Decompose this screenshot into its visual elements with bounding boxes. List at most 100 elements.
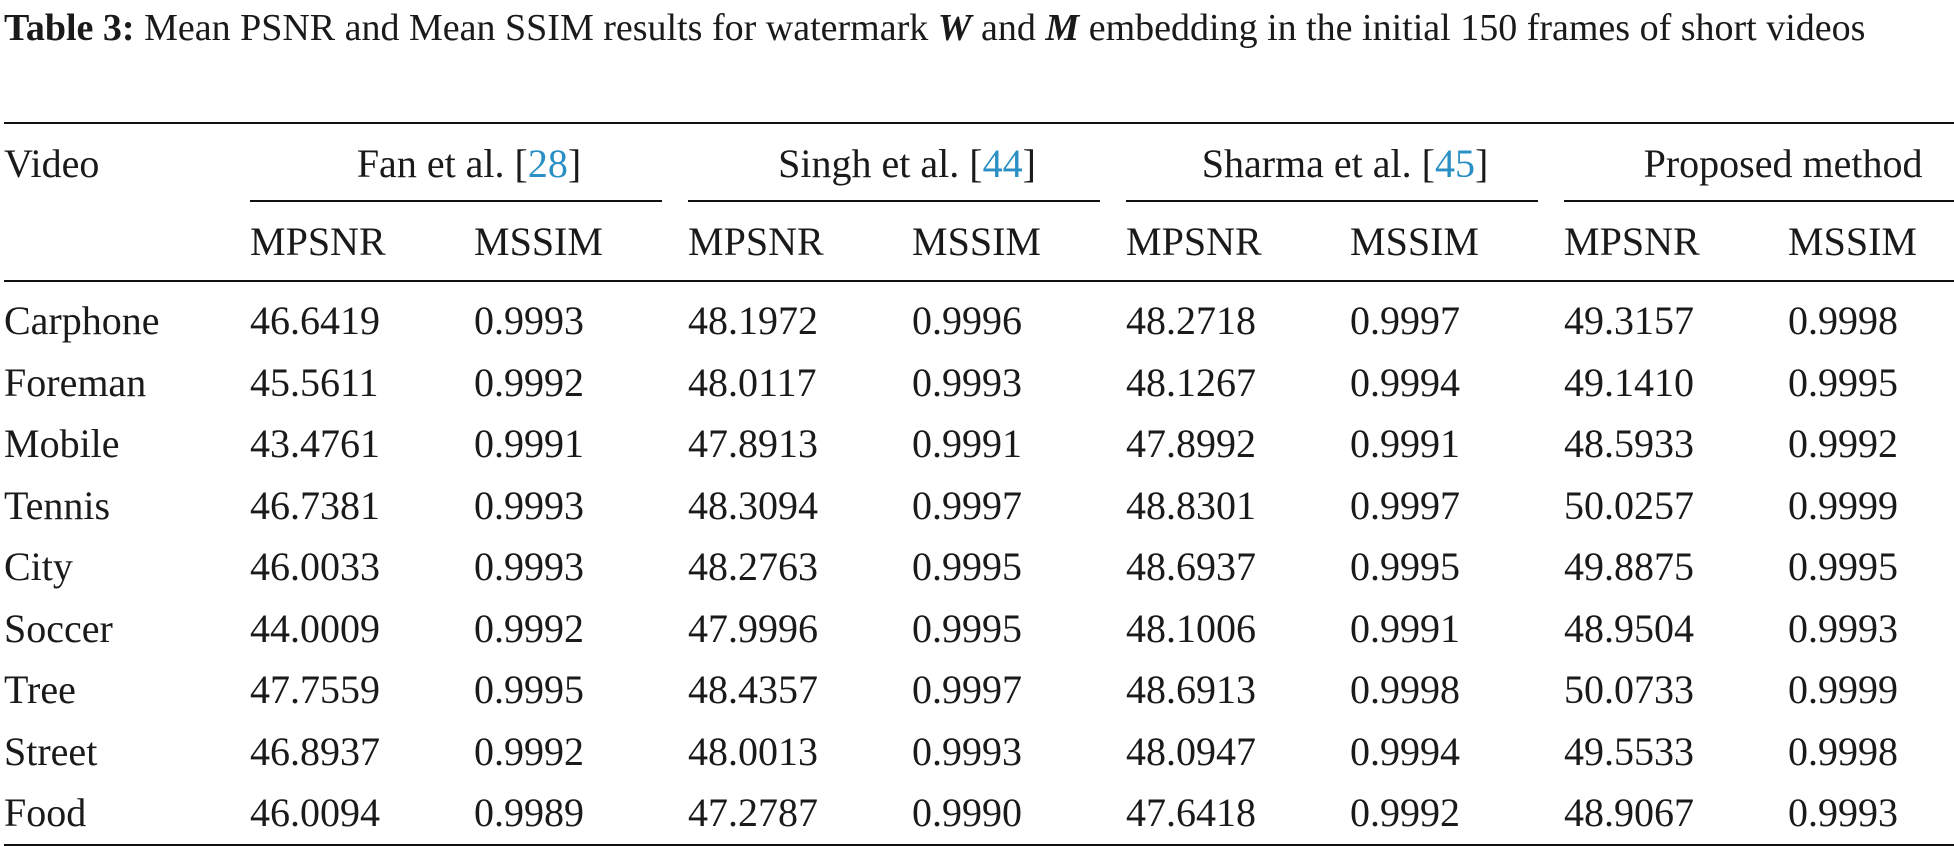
value-cell: 0.9998 xyxy=(1788,298,1899,344)
subheader-cell: MSSIM xyxy=(912,202,1127,282)
subheader-cell: MPSNR xyxy=(250,202,474,282)
value-cell: 0.9992 xyxy=(1350,782,1565,846)
table-row: Mobile 43.4761 0.9991 47.8913 0.9991 47.8992 0… xyxy=(4,413,1954,475)
value-cell: 47.6418 xyxy=(1126,782,1351,846)
value-cell: 45.5611 xyxy=(250,359,379,405)
video-name-cell: Tennis xyxy=(4,482,111,528)
value-cell: 0.9998 xyxy=(1350,667,1461,713)
value-cell: 0.9991 xyxy=(474,421,584,467)
value-cell: 0.9997 xyxy=(1350,298,1461,344)
subheader-cell: MPSNR xyxy=(688,202,913,282)
value-cell: 47.9996 xyxy=(688,605,819,651)
value-cell: 0.9995 xyxy=(1350,544,1461,590)
value-cell: 0.9995 xyxy=(912,544,1023,590)
value-cell: 48.2763 xyxy=(688,544,819,590)
value-cell: 46.8937 xyxy=(250,728,380,774)
subheader-cell: MPSNR xyxy=(1126,202,1351,282)
citation-link[interactable]: 28 xyxy=(527,140,568,186)
value-cell: 48.1006 xyxy=(1126,605,1257,651)
results-table: Video Fan et al. [28] Singh et al. [44] … xyxy=(4,122,1954,846)
table-row: Food 46.0094 0.9989 47.2787 0.9990 47.6418 0.9… xyxy=(4,782,1954,846)
video-name-cell: Street xyxy=(4,728,98,774)
value-cell: 0.9991 xyxy=(1350,421,1461,467)
subheader-cell: MPSNR xyxy=(1564,202,1789,282)
caption-symbol-m: M xyxy=(1045,7,1080,49)
value-cell: 46.0033 xyxy=(250,544,380,590)
video-name-cell: Soccer xyxy=(4,605,113,651)
caption-text-and: and xyxy=(981,7,1036,49)
caption-label: Table 3: xyxy=(4,7,135,49)
value-cell: 49.3157 xyxy=(1564,298,1695,344)
value-cell: 0.9999 xyxy=(1788,482,1899,528)
value-cell: 0.9993 xyxy=(912,359,1023,405)
value-cell: 0.9995 xyxy=(1788,544,1899,590)
group-header-sharma: Sharma et al. [45] xyxy=(1126,123,1564,202)
table-row: Tennis 46.7381 0.9993 48.3094 0.9997 48.8301 0… xyxy=(4,475,1954,537)
value-cell: 48.6937 xyxy=(1126,544,1257,590)
value-cell: 46.0094 xyxy=(250,782,474,846)
value-cell: 0.9995 xyxy=(912,605,1023,651)
group-header-row: Video Fan et al. [28] Singh et al. [44] … xyxy=(4,123,1954,202)
value-cell: 49.8875 xyxy=(1564,544,1695,590)
citation-link[interactable]: 44 xyxy=(982,140,1023,186)
caption-symbol-w: W xyxy=(937,7,972,49)
value-cell: 0.9997 xyxy=(1350,482,1461,528)
value-cell: 0.9995 xyxy=(474,667,584,713)
value-cell: 48.6913 xyxy=(1126,667,1257,713)
value-cell: 48.9067 xyxy=(1564,782,1789,846)
value-cell: 0.9998 xyxy=(1788,728,1899,774)
value-cell: 48.0117 xyxy=(688,359,817,405)
table-caption: Table 3: Mean PSNR and Mean SSIM results… xyxy=(4,0,1950,100)
subheader-empty xyxy=(4,202,250,282)
subheader-cell: MSSIM xyxy=(474,202,689,282)
table-row: Soccer 44.0009 0.9992 47.9996 0.9995 48.1006 0… xyxy=(4,598,1954,660)
table-figure: Table 3: Mean PSNR and Mean SSIM results… xyxy=(4,0,1954,846)
value-cell: 48.0013 xyxy=(688,728,819,774)
value-cell: 48.0947 xyxy=(1126,728,1257,774)
group-header-proposed: Proposed method xyxy=(1564,123,1954,202)
video-name-cell: Carphone xyxy=(4,298,160,344)
value-cell: 0.9990 xyxy=(912,782,1127,846)
value-cell: 0.9992 xyxy=(474,359,584,405)
table-row: Street 46.8937 0.9992 48.0013 0.9993 48.0947 0… xyxy=(4,721,1954,783)
value-cell: 48.2718 xyxy=(1126,298,1257,344)
value-cell: 0.9996 xyxy=(912,298,1023,344)
value-cell: 0.9999 xyxy=(1788,667,1899,713)
value-cell: 0.9993 xyxy=(474,544,584,590)
value-cell: 47.2787 xyxy=(688,782,913,846)
value-cell: 0.9993 xyxy=(474,482,584,528)
value-cell: 43.4761 xyxy=(250,421,380,467)
value-cell: 0.9997 xyxy=(912,482,1023,528)
video-name-cell: City xyxy=(4,544,73,590)
value-cell: 0.9994 xyxy=(1350,728,1461,774)
value-cell: 48.1972 xyxy=(688,298,819,344)
video-name-cell: Foreman xyxy=(4,359,147,405)
table-row: Tree 47.7559 0.9995 48.4357 0.9997 48.6913 0.9… xyxy=(4,659,1954,721)
subheader-cell: MSSIM xyxy=(1788,202,1954,282)
citation-link[interactable]: 45 xyxy=(1434,140,1475,186)
group-header-singh: Singh et al. [44] xyxy=(688,123,1126,202)
value-cell: 49.5533 xyxy=(1564,728,1695,774)
value-cell: 0.9992 xyxy=(474,728,584,774)
value-cell: 0.9992 xyxy=(474,605,584,651)
value-cell: 48.8301 xyxy=(1126,482,1257,528)
subheader-cell: MSSIM xyxy=(1350,202,1565,282)
value-cell: 0.9997 xyxy=(912,667,1023,713)
value-cell: 0.9993 xyxy=(474,298,584,344)
value-cell: 0.9991 xyxy=(1350,605,1461,651)
value-cell: 44.0009 xyxy=(250,605,380,651)
value-cell: 46.7381 xyxy=(250,482,380,528)
value-cell: 46.6419 xyxy=(250,298,380,344)
value-cell: 0.9993 xyxy=(912,728,1023,774)
value-cell: 48.4357 xyxy=(688,667,819,713)
value-cell: 0.9992 xyxy=(1788,421,1899,467)
value-cell: 50.0733 xyxy=(1564,667,1695,713)
value-cell: 0.9993 xyxy=(1788,605,1899,651)
value-cell: 48.3094 xyxy=(688,482,819,528)
table-row: Foreman 45.5611 0.9992 48.0117 0.9993 48.1267… xyxy=(4,352,1954,414)
value-cell: 47.8913 xyxy=(688,421,819,467)
value-cell: 0.9989 xyxy=(474,782,689,846)
value-cell: 50.0257 xyxy=(1564,482,1695,528)
subheader-row: MPSNR MSSIM MPSNR MSSIM MPSNR MSSIM MPSN… xyxy=(4,202,1954,282)
value-cell: 48.5933 xyxy=(1564,421,1695,467)
